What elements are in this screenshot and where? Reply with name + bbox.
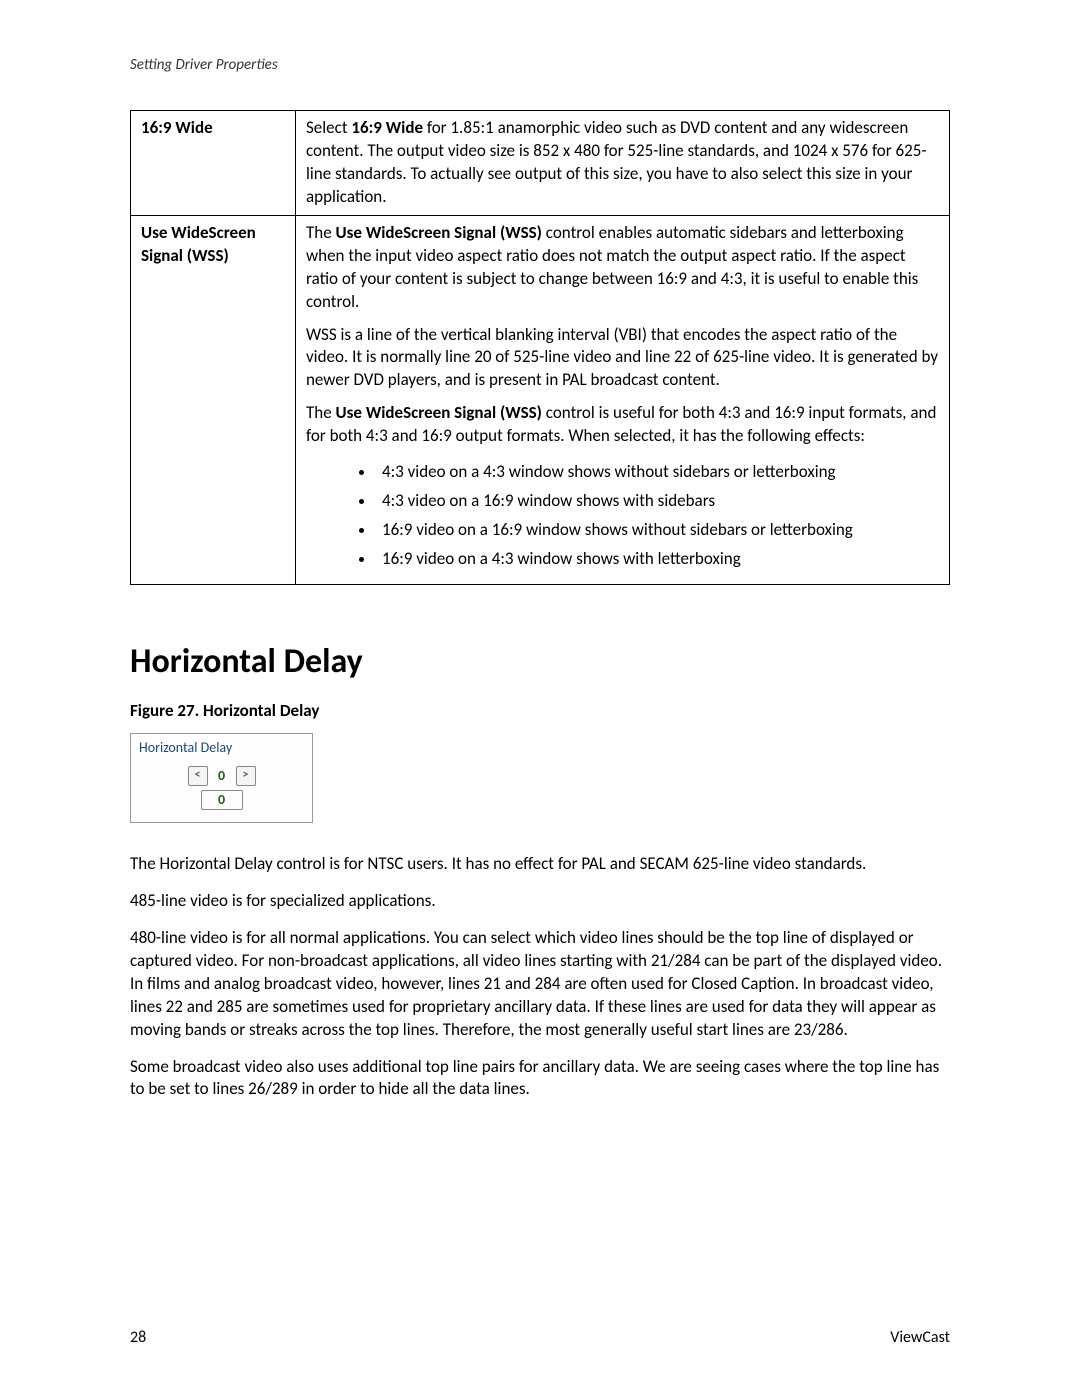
properties-table: 16:9 WideSelect 16:9 Wide for 1.85:1 ana… <box>130 110 950 585</box>
readout-value: 0 <box>201 790 243 810</box>
section-title: Horizontal Delay <box>130 641 950 682</box>
body-paragraph: Some broadcast video also uses additiona… <box>130 1056 950 1102</box>
body-paragraph: 485-line video is for specialized applic… <box>130 890 950 913</box>
table-row-label: 16:9 Wide <box>131 111 296 216</box>
widget-title: Horizontal Delay <box>131 734 312 766</box>
bullet-item: 16:9 video on a 16:9 window shows withou… <box>376 516 939 545</box>
table-row-content: The Use WideScreen Signal (WSS) control … <box>296 215 950 584</box>
brand-name: ViewCast <box>890 1328 950 1347</box>
body-paragraph: 480-line video is for all normal applica… <box>130 927 950 1042</box>
table-row-label: Use WideScreen Signal (WSS) <box>131 215 296 584</box>
increment-button[interactable]: > <box>236 766 256 786</box>
page-number: 28 <box>130 1328 146 1347</box>
breadcrumb: Setting Driver Properties <box>130 56 950 74</box>
bullet-item: 4:3 video on a 4:3 window shows without … <box>376 458 939 487</box>
horizontal-delay-widget: Horizontal Delay < 0 > 0 <box>130 733 313 823</box>
body-paragraph: The Horizontal Delay control is for NTSC… <box>130 853 950 876</box>
table-row-content: Select 16:9 Wide for 1.85:1 anamorphic v… <box>296 111 950 216</box>
bullet-item: 16:9 video on a 4:3 window shows with le… <box>376 545 939 574</box>
decrement-button[interactable]: < <box>188 766 208 786</box>
stepper-value: 0 <box>212 767 232 784</box>
bullet-item: 4:3 video on a 16:9 window shows with si… <box>376 487 939 516</box>
figure-caption: Figure 27. Horizontal Delay <box>130 700 950 721</box>
